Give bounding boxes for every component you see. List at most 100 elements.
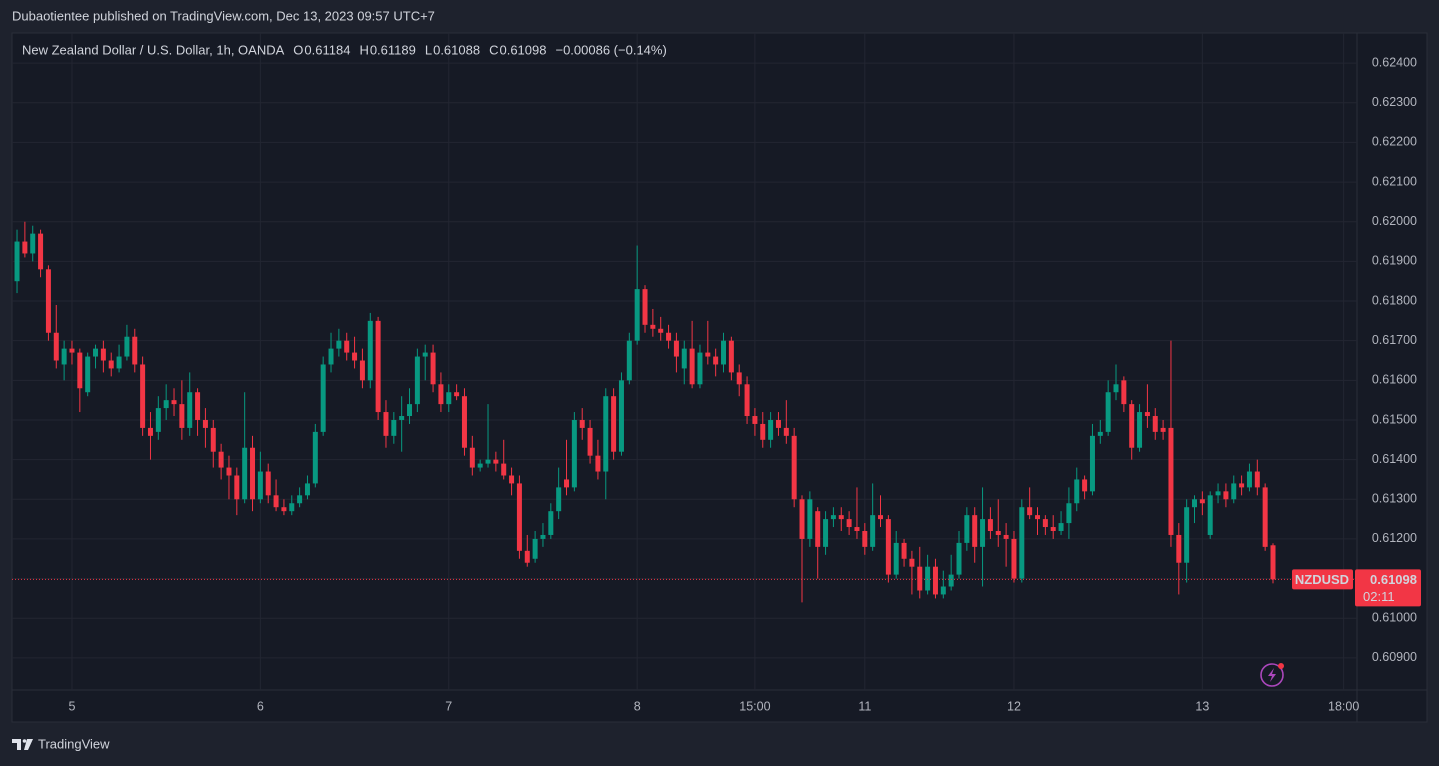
symbol-tag: NZDUSD bbox=[1295, 572, 1349, 587]
candle-body bbox=[509, 475, 515, 484]
y-tick-label: 0.61700 bbox=[1372, 333, 1417, 347]
candle-body bbox=[917, 566, 923, 591]
legend-title: New Zealand Dollar / U.S. Dollar, 1h, OA… bbox=[22, 42, 285, 57]
candle-body bbox=[1199, 499, 1205, 504]
y-tick-label: 0.61400 bbox=[1372, 452, 1417, 466]
candle-body bbox=[1011, 538, 1017, 579]
candle-body bbox=[304, 483, 310, 496]
candle-body bbox=[61, 348, 67, 365]
candle-body bbox=[85, 356, 91, 393]
candle-body bbox=[281, 507, 287, 512]
candle-body bbox=[100, 348, 106, 361]
candle-body bbox=[454, 392, 460, 397]
candle-body bbox=[728, 340, 734, 373]
candle-body bbox=[697, 352, 703, 385]
candle-body bbox=[1192, 499, 1198, 508]
x-tick-label: 11 bbox=[858, 699, 871, 713]
legend: New Zealand Dollar / U.S. Dollar, 1h, OA… bbox=[22, 42, 667, 57]
candle-body bbox=[336, 340, 342, 349]
candle-body bbox=[22, 241, 28, 254]
candle-body bbox=[1160, 427, 1166, 432]
legend-change: −0.00086 (−0.14%) bbox=[555, 42, 666, 57]
candle-body bbox=[399, 416, 405, 420]
candle-body bbox=[666, 332, 672, 341]
candle-body bbox=[391, 419, 397, 436]
candle-body bbox=[721, 340, 727, 365]
candle-body bbox=[830, 515, 836, 520]
candle-body bbox=[838, 515, 844, 520]
publisher-line: Dubaotientee published on TradingView.co… bbox=[12, 8, 435, 23]
candle-body bbox=[477, 463, 483, 468]
candle-body bbox=[1215, 491, 1221, 496]
candle-body bbox=[1246, 471, 1252, 488]
candle-body bbox=[1144, 412, 1150, 417]
candle-body bbox=[1137, 412, 1143, 448]
candle-body bbox=[493, 459, 499, 464]
candle-body bbox=[179, 404, 185, 428]
candle-body bbox=[1262, 487, 1268, 547]
candle-body bbox=[469, 447, 475, 468]
legend-key: L bbox=[425, 42, 432, 57]
candle-body bbox=[1239, 483, 1245, 488]
candle-body bbox=[359, 360, 365, 381]
y-tick-label: 0.62300 bbox=[1372, 95, 1417, 109]
y-tick-label: 0.61800 bbox=[1372, 293, 1417, 307]
candle-body bbox=[611, 396, 617, 452]
candle-body bbox=[1231, 483, 1237, 500]
candle-body bbox=[1035, 515, 1041, 520]
x-tick-label: 7 bbox=[445, 699, 452, 713]
lightning-icon bbox=[1260, 663, 1284, 687]
candle-body bbox=[524, 550, 530, 563]
candle-body bbox=[352, 352, 358, 361]
candle-body bbox=[163, 400, 169, 409]
candle-body bbox=[234, 475, 240, 500]
candle-body bbox=[210, 427, 216, 452]
candle-body bbox=[171, 400, 177, 405]
candle-body bbox=[595, 455, 601, 472]
candle-body bbox=[862, 531, 868, 547]
candle-body bbox=[1066, 503, 1072, 524]
candle-body bbox=[257, 471, 263, 500]
y-tick-label: 0.61200 bbox=[1372, 531, 1417, 545]
x-tick-label: 13 bbox=[1195, 699, 1209, 713]
candle-body bbox=[140, 364, 146, 428]
candle-body bbox=[744, 384, 750, 417]
candle-body bbox=[1042, 519, 1048, 528]
candle-body bbox=[681, 348, 687, 369]
candle-body bbox=[147, 427, 153, 436]
candle-body bbox=[775, 419, 781, 428]
candle-body bbox=[768, 419, 774, 440]
candle-body bbox=[854, 527, 860, 532]
candle-body bbox=[760, 423, 766, 440]
y-tick-label: 0.60900 bbox=[1372, 650, 1417, 664]
candle-body bbox=[132, 336, 138, 365]
candle-body bbox=[187, 392, 193, 428]
candle-body bbox=[823, 519, 829, 547]
candle-body bbox=[736, 372, 742, 385]
candle-body bbox=[250, 447, 256, 500]
candle-body bbox=[108, 360, 114, 369]
candle-body bbox=[846, 519, 852, 528]
candle-body bbox=[1089, 435, 1095, 492]
y-tick-label: 0.61900 bbox=[1372, 254, 1417, 268]
symbol-tag-bg bbox=[1292, 569, 1353, 590]
candle-body bbox=[1074, 479, 1080, 504]
candle-body bbox=[501, 463, 507, 476]
candle-body bbox=[422, 352, 428, 357]
candle-body bbox=[124, 336, 130, 357]
candle-body bbox=[446, 392, 452, 405]
candle-body bbox=[878, 515, 884, 520]
candle-body bbox=[1121, 380, 1127, 405]
candle-body bbox=[752, 416, 758, 424]
candle-body bbox=[972, 515, 978, 547]
candle-body bbox=[383, 412, 389, 436]
candle-body bbox=[328, 348, 334, 365]
y-tick-label: 0.61000 bbox=[1372, 611, 1417, 625]
candle-body bbox=[407, 404, 413, 417]
legend-key: H bbox=[359, 42, 368, 57]
candle-body bbox=[1254, 471, 1260, 488]
candle-body bbox=[556, 487, 562, 512]
candle-body bbox=[297, 495, 303, 504]
candles: NZDUSD 0.61098 02:11 bbox=[12, 221, 1421, 607]
